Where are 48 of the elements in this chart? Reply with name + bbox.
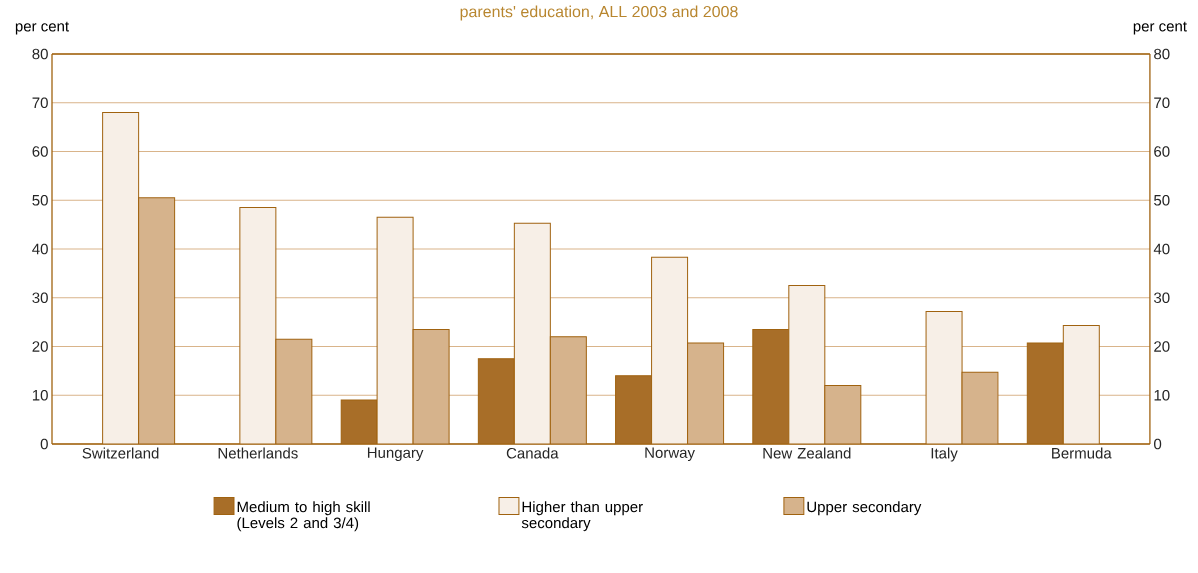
y-tick-label: 20 <box>32 341 48 352</box>
y2-tick-label: 60 <box>1154 146 1170 157</box>
bar <box>275 338 313 444</box>
y-axis-title: per cent <box>15 21 69 35</box>
y2-tick-label: 80 <box>1154 48 1170 60</box>
y-tick-label: 0 <box>40 438 48 450</box>
y-tick-label: 80 <box>32 48 48 60</box>
bar <box>752 328 790 444</box>
bar <box>477 358 515 444</box>
y2-tick-label: 50 <box>1154 194 1170 206</box>
y-tick-label: 50 <box>32 194 48 206</box>
legend-label: Higher than upper secondary <box>521 501 643 532</box>
bar <box>925 310 963 444</box>
bar <box>340 399 378 444</box>
y2-tick-label: 30 <box>1154 292 1170 304</box>
x-tick-label: Norway <box>645 447 695 461</box>
legend-label: Medium to high skill (Levels 2 and 3/4) <box>237 501 370 532</box>
bar <box>615 375 653 444</box>
bar <box>788 285 826 444</box>
bar <box>651 256 689 444</box>
x-tick-label: Canada <box>506 447 559 459</box>
y2-tick-label: 0 <box>1154 438 1162 450</box>
x-tick-label: Hungary <box>367 447 424 461</box>
y-tick-label: 60 <box>32 146 48 157</box>
y-tick-label: 40 <box>32 243 48 255</box>
bar <box>513 222 551 444</box>
x-tick-label: Netherlands <box>218 447 298 459</box>
x-tick-label: Switzerland <box>82 447 159 459</box>
y-tick-label: 30 <box>32 292 48 304</box>
x-tick-label: Bermuda <box>1052 447 1112 459</box>
y-tick-label: 10 <box>32 389 48 401</box>
y2-tick-label: 70 <box>1154 97 1170 109</box>
bar <box>961 371 999 444</box>
x-tick-label: New Zealand <box>763 447 851 459</box>
bar <box>376 216 414 444</box>
chart-title: parents' education, ALL 2003 and 2008 <box>460 5 738 21</box>
bar <box>1026 342 1064 444</box>
y2-tick-label: 20 <box>1154 341 1170 352</box>
bar <box>239 207 277 444</box>
bar <box>412 328 450 444</box>
legend-label: Upper secondary <box>807 501 922 516</box>
y2-tick-label: 10 <box>1154 389 1170 401</box>
y2-tick-label: 40 <box>1153 243 1170 255</box>
bar <box>1062 325 1100 444</box>
x-tick-label: Italy <box>931 447 958 462</box>
y-tick-label: 70 <box>32 97 48 109</box>
bar <box>102 112 140 444</box>
y2-axis-title: per cent <box>1133 21 1187 35</box>
